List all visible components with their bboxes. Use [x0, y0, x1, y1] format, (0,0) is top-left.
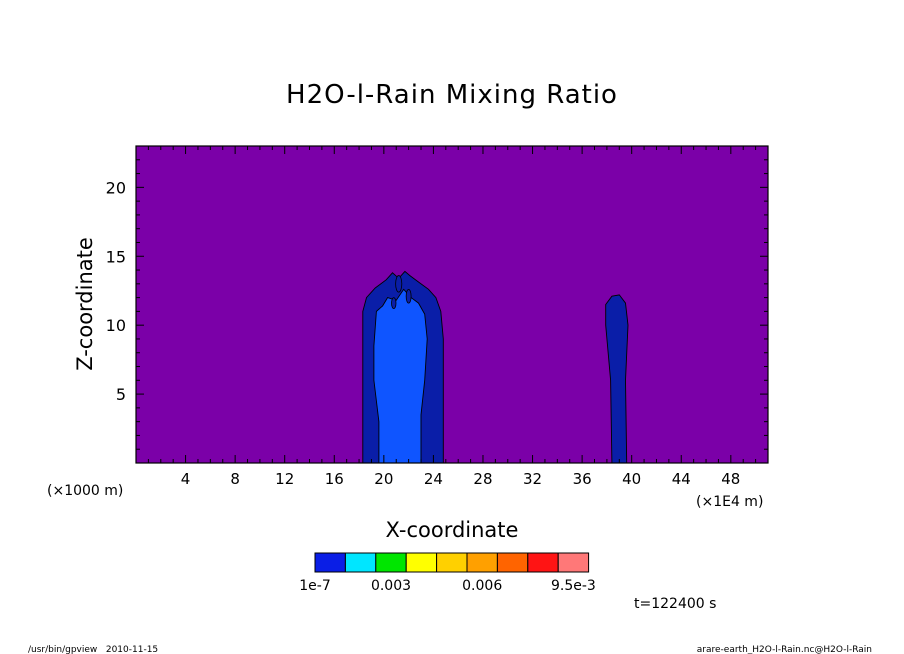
colorbar-label: 0.006	[462, 578, 502, 594]
time-label: t=122400 s	[634, 596, 716, 612]
contour-island	[405, 288, 412, 304]
y-axis-label: Z-coordinate	[73, 237, 97, 371]
y-tick-label: 5	[116, 385, 126, 404]
colorbar-label: 0.003	[371, 578, 411, 594]
colorbar-cell	[314, 552, 346, 573]
contour-region-right-column	[605, 294, 629, 464]
x-tick-label: 20	[374, 470, 393, 488]
contour-island	[395, 275, 403, 293]
x-tick-label: 32	[523, 470, 542, 488]
colorbar-cell	[466, 552, 498, 573]
x-axis-label: X-coordinate	[386, 518, 519, 542]
x-tick-label: 24	[424, 470, 443, 488]
y-tick-label: 10	[106, 316, 126, 335]
contour-regions	[362, 270, 629, 464]
x-tick-label: 12	[275, 470, 294, 488]
colorbar-cell	[557, 552, 590, 573]
colorbar-cell	[375, 552, 407, 573]
x-tick-label: 48	[721, 470, 740, 488]
plot-frame	[135, 145, 769, 464]
chart-title: H2O-l-Rain Mixing Ratio	[286, 80, 618, 110]
colorbar-labels: 1e-7 0.003 0.006 9.5e-3	[299, 578, 596, 594]
y-axis-ticks: 5 10 15 20	[106, 159, 768, 450]
contour-island	[391, 297, 397, 310]
footer-right: arare-earth_H2O-l-Rain.nc@H2O-l-Rain	[697, 645, 872, 654]
colorbar-cell	[344, 552, 377, 573]
x-axis-unit-right: (×1E4 m)	[696, 494, 763, 510]
plot-background	[136, 146, 768, 463]
x-axis-unit-left: (×1000 m)	[47, 483, 123, 499]
y-tick-label: 20	[106, 178, 126, 197]
x-tick-label: 44	[672, 470, 691, 488]
colorbar-cell	[436, 552, 468, 573]
colorbar	[314, 552, 590, 573]
x-axis-ticks: 4 8 12 16 20 24 28 32 36 40 44 48	[147, 146, 757, 488]
colorbar-cell	[405, 552, 438, 573]
x-tick-label: 36	[573, 470, 592, 488]
colorbar-cell	[496, 552, 529, 573]
colorbar-cell	[527, 552, 559, 573]
x-tick-label: 16	[325, 470, 344, 488]
y-tick-label: 15	[106, 247, 126, 266]
colorbar-label: 9.5e-3	[551, 578, 596, 594]
footer-left: /usr/bin/gpview 2010-11-15	[28, 645, 158, 654]
x-tick-label: 8	[230, 470, 240, 488]
x-tick-label: 4	[181, 470, 191, 488]
colorbar-label: 1e-7	[299, 578, 330, 594]
contour-region-left-cloud-inner	[373, 288, 428, 464]
x-tick-label: 40	[622, 470, 641, 488]
x-tick-label: 28	[473, 470, 492, 488]
